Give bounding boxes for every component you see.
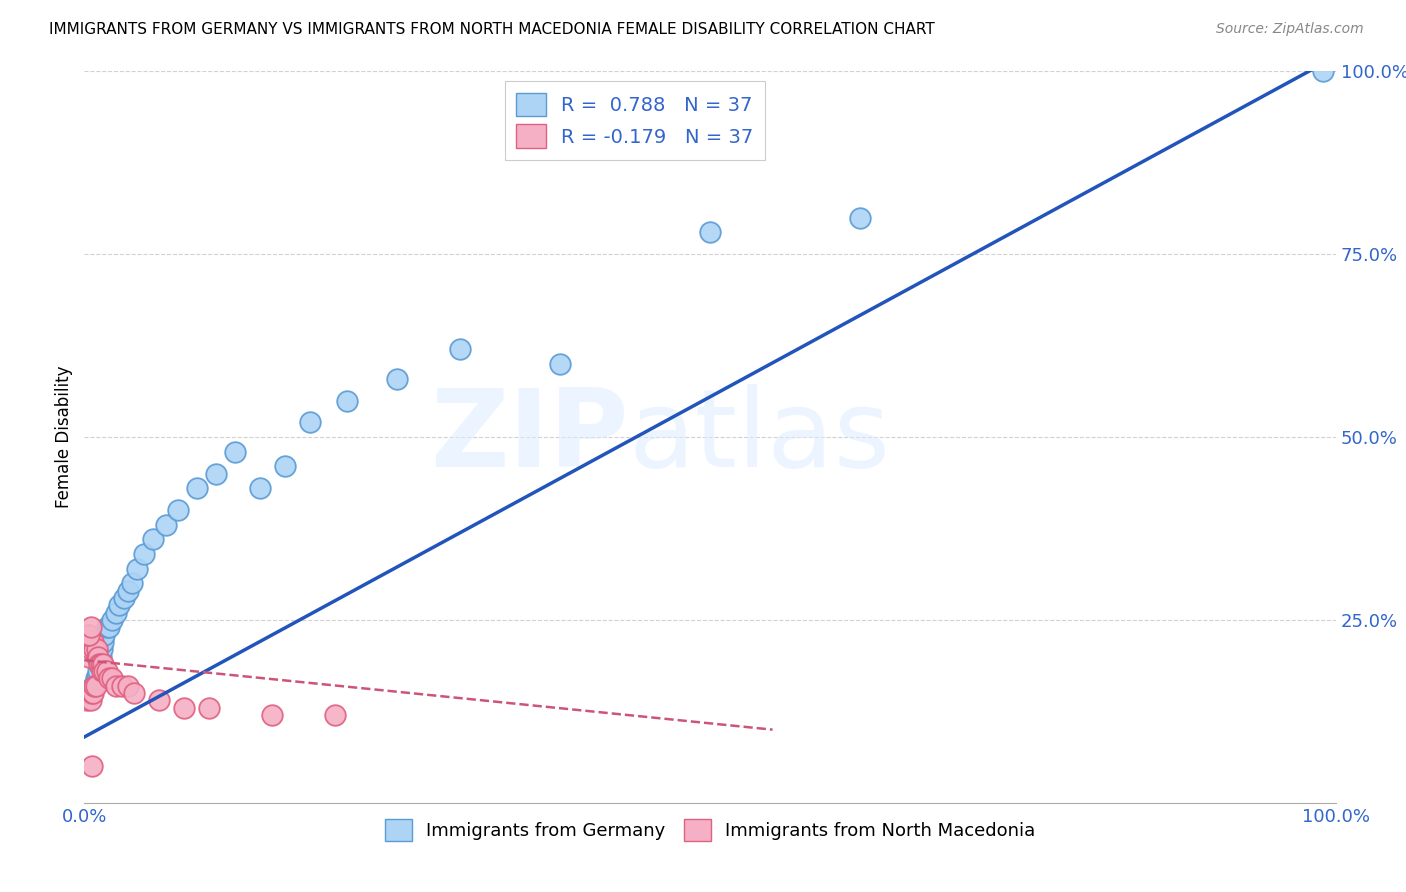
Point — [224, 444, 246, 458]
Point — [83, 679, 105, 693]
Point — [90, 649, 112, 664]
Point — [80, 759, 103, 773]
Point — [82, 679, 104, 693]
Point — [112, 591, 135, 605]
Point — [89, 657, 111, 671]
Point — [80, 635, 103, 649]
Point — [83, 642, 105, 657]
Point — [79, 649, 101, 664]
Point — [86, 672, 108, 686]
Point — [98, 672, 121, 686]
Point — [124, 686, 146, 700]
Point — [79, 693, 101, 707]
Point — [298, 416, 321, 430]
Point — [198, 700, 221, 714]
Point — [89, 657, 111, 671]
Point — [117, 583, 139, 598]
Point — [87, 664, 110, 678]
Point — [142, 533, 165, 547]
Point — [86, 649, 108, 664]
Point — [125, 562, 148, 576]
Point — [101, 613, 124, 627]
Point — [77, 627, 100, 641]
Point — [79, 627, 101, 641]
Point — [449, 343, 471, 357]
Point — [273, 459, 295, 474]
Point — [204, 467, 226, 481]
Point — [1312, 64, 1334, 78]
Point — [385, 371, 409, 385]
Point — [108, 599, 131, 613]
Point — [155, 517, 177, 532]
Point — [148, 693, 170, 707]
Point — [117, 679, 139, 693]
Point — [79, 686, 101, 700]
Point — [87, 649, 110, 664]
Point — [79, 686, 101, 700]
Point — [173, 700, 195, 714]
Point — [93, 627, 115, 641]
Text: IMMIGRANTS FROM GERMANY VS IMMIGRANTS FROM NORTH MACEDONIA FEMALE DISABILITY COR: IMMIGRANTS FROM GERMANY VS IMMIGRANTS FR… — [49, 22, 935, 37]
Point — [121, 576, 143, 591]
Legend: Immigrants from Germany, Immigrants from North Macedonia: Immigrants from Germany, Immigrants from… — [377, 812, 1043, 848]
Point — [90, 657, 112, 671]
Point — [111, 679, 134, 693]
Point — [167, 503, 190, 517]
Point — [93, 664, 115, 678]
Point — [849, 211, 872, 225]
Point — [79, 620, 101, 634]
Text: ZIP: ZIP — [430, 384, 628, 490]
Point — [83, 679, 105, 693]
Text: atlas: atlas — [628, 384, 890, 490]
Point — [79, 642, 101, 657]
Y-axis label: Female Disability: Female Disability — [55, 366, 73, 508]
Point — [76, 693, 98, 707]
Point — [91, 635, 114, 649]
Point — [323, 708, 346, 723]
Point — [82, 686, 104, 700]
Point — [96, 664, 118, 678]
Point — [80, 686, 103, 700]
Point — [104, 606, 127, 620]
Point — [84, 672, 107, 686]
Point — [90, 664, 112, 678]
Point — [101, 672, 124, 686]
Point — [548, 357, 571, 371]
Point — [90, 642, 112, 657]
Point — [336, 393, 359, 408]
Point — [77, 686, 100, 700]
Point — [104, 679, 127, 693]
Point — [82, 635, 104, 649]
Point — [699, 225, 721, 239]
Point — [91, 657, 114, 671]
Point — [186, 481, 208, 495]
Point — [249, 481, 271, 495]
Text: Source: ZipAtlas.com: Source: ZipAtlas.com — [1216, 22, 1364, 37]
Point — [96, 620, 118, 634]
Point — [134, 547, 156, 561]
Point — [84, 679, 107, 693]
Point — [98, 620, 121, 634]
Point — [86, 642, 108, 657]
Point — [262, 708, 284, 723]
